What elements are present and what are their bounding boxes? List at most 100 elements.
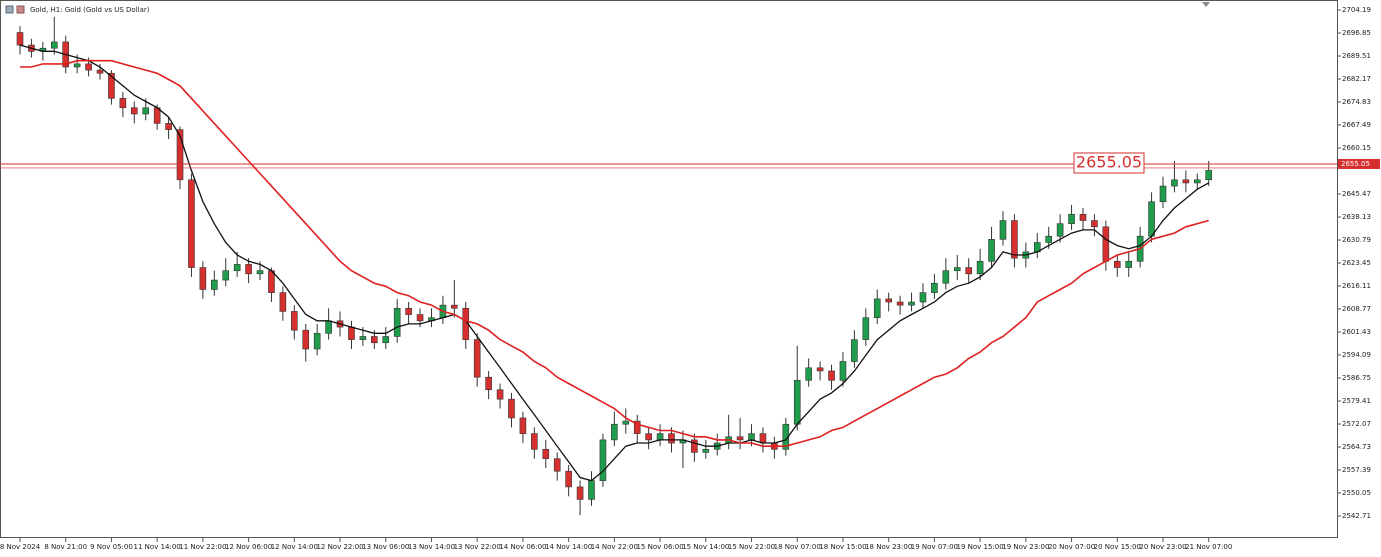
candle-body	[211, 279, 218, 290]
candle-body	[416, 314, 424, 322]
candle-body	[131, 107, 138, 115]
candle-body	[565, 470, 572, 488]
x-tick-label: 13 Nov 06:00	[362, 543, 409, 551]
candle-body	[976, 260, 984, 275]
y-tick-label: 2586.75	[1342, 374, 1371, 382]
x-tick-label: 15 Nov 06:00	[636, 543, 683, 551]
candle-body	[508, 398, 515, 419]
x-tick-label: 12 Nov 22:00	[316, 543, 363, 551]
x-tick-label: 13 Nov 22:00	[454, 543, 501, 551]
y-tick-label: 2572.07	[1342, 420, 1371, 428]
candle-body	[702, 448, 710, 453]
candle-body	[988, 239, 995, 262]
y-tick-label: 2579.41	[1342, 397, 1371, 405]
moving-average-line	[20, 59, 1209, 447]
candle-body	[896, 301, 904, 306]
candle-body	[176, 129, 184, 181]
chart-title: Gold, H1: Gold (Gold vs US Dollar)	[30, 6, 150, 14]
candle-body	[553, 458, 561, 472]
candle-body	[451, 304, 458, 309]
candle-body	[199, 267, 207, 290]
axis-price-label: 2655.05	[1341, 160, 1370, 168]
candle-body	[1182, 179, 1190, 184]
candle-body	[222, 270, 230, 281]
candle-body	[1091, 220, 1098, 228]
candle-body	[908, 301, 915, 306]
candle-body	[622, 420, 630, 425]
candle-body	[862, 317, 870, 340]
candle-body	[256, 270, 264, 275]
candle-body	[473, 339, 481, 378]
x-tick-label: 18 Nov 15:00	[819, 543, 866, 551]
candle-body	[16, 32, 24, 46]
y-tick-label: 2689.51	[1342, 52, 1371, 60]
candle-body	[645, 433, 652, 441]
candle-body	[793, 380, 801, 425]
y-tick-label: 2660.15	[1342, 144, 1371, 152]
candle-body	[748, 433, 755, 441]
candle-body	[371, 336, 378, 344]
y-tick-label: 2557.39	[1342, 466, 1371, 474]
candle-body	[496, 389, 504, 400]
x-tick-label: 8 Nov 2024	[0, 543, 41, 551]
x-tick-label: 19 Nov 07:00	[911, 543, 958, 551]
x-tick-label: 18 Nov 23:00	[865, 543, 912, 551]
plot-frame	[0, 0, 1338, 538]
y-tick-label: 2601.43	[1342, 328, 1371, 336]
candle-body	[816, 367, 824, 372]
x-tick-label: 13 Nov 14:00	[408, 543, 455, 551]
y-tick-label: 2704.19	[1342, 6, 1371, 14]
candle-body	[828, 370, 835, 381]
x-tick-label: 21 Nov 07:00	[1185, 543, 1232, 551]
y-tick-label: 2667.49	[1342, 121, 1371, 129]
y-tick-label: 2696.85	[1342, 29, 1371, 37]
chart-icon	[16, 5, 25, 14]
candle-body	[405, 307, 412, 315]
y-tick-label: 2638.13	[1342, 213, 1371, 221]
candle-body	[393, 307, 401, 337]
price-label-box	[1073, 152, 1145, 174]
candle-body	[233, 264, 241, 271]
candle-body	[736, 436, 744, 441]
x-tick-label: 14 Nov 06:00	[499, 543, 546, 551]
y-tick-label: 2550.05	[1342, 489, 1371, 497]
y-tick-label: 2630.79	[1342, 236, 1371, 244]
candle-body	[188, 179, 195, 268]
candle-body	[1171, 179, 1178, 187]
candle-body	[1045, 235, 1052, 243]
candle-body	[851, 339, 858, 362]
candle-body	[691, 439, 698, 453]
x-tick-label: 19 Nov 23:00	[1002, 543, 1049, 551]
candle-body	[50, 41, 58, 49]
candle-body	[931, 282, 938, 293]
y-tick-label: 2594.09	[1342, 351, 1371, 359]
candle-body	[382, 336, 390, 344]
x-tick-label: 20 Nov 07:00	[1048, 543, 1095, 551]
x-tick-label: 20 Nov 23:00	[1139, 543, 1186, 551]
x-tick-label: 14 Nov 14:00	[545, 543, 592, 551]
y-tick-label: 2542.71	[1342, 512, 1371, 520]
x-tick-label: 19 Nov 15:00	[957, 543, 1004, 551]
candle-body	[359, 336, 367, 340]
candle-body	[588, 480, 595, 500]
y-tick-label: 2682.17	[1342, 75, 1371, 83]
y-tick-label: 2623.45	[1342, 259, 1371, 267]
candle-body	[73, 63, 81, 68]
candle-body	[1193, 179, 1201, 184]
candle-body	[919, 292, 927, 303]
x-tick-label: 11 Nov 14:00	[134, 543, 181, 551]
candle-body	[268, 270, 275, 293]
x-tick-label: 12 Nov 06:00	[225, 543, 272, 551]
candle-body	[348, 326, 355, 340]
shift-marker	[1202, 2, 1210, 7]
candle-body	[611, 423, 618, 441]
candle-body	[1125, 260, 1133, 268]
y-tick-label: 2616.11	[1342, 282, 1371, 290]
x-tick-label: 11 Nov 22:00	[179, 543, 226, 551]
x-tick-label: 9 Nov 05:00	[90, 543, 133, 551]
candle-body	[485, 376, 492, 391]
x-tick-label: 14 Nov 22:00	[591, 543, 638, 551]
candle-body	[96, 69, 104, 74]
candle-body	[119, 98, 127, 109]
